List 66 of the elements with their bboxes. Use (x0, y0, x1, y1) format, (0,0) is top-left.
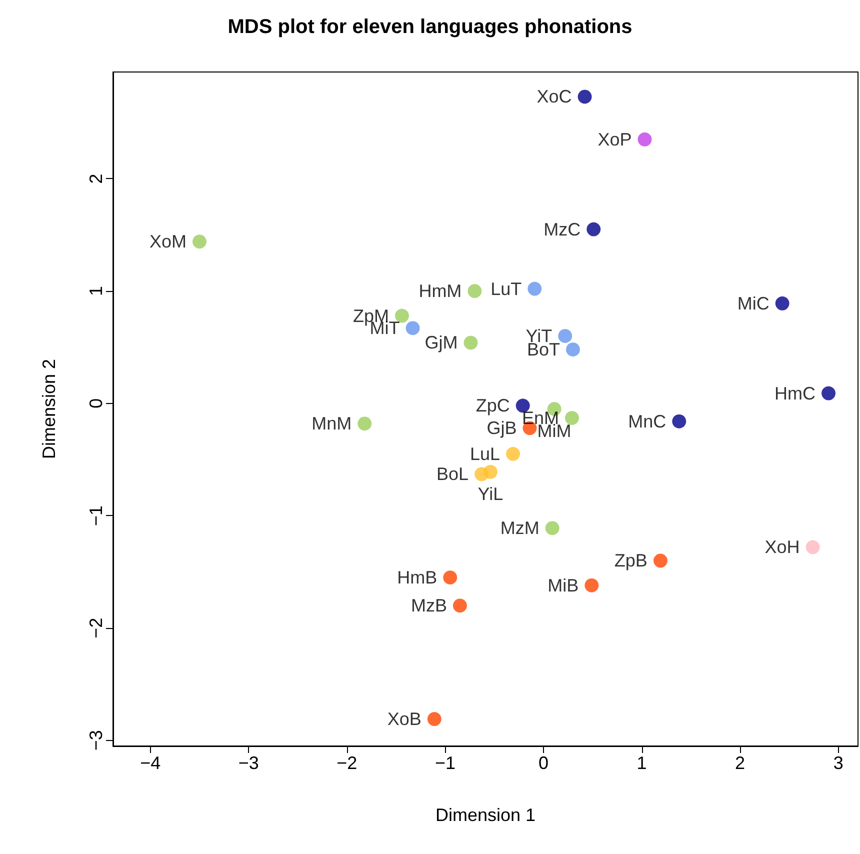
data-label: HmB (397, 568, 438, 588)
data-label: ZpC (476, 396, 510, 416)
data-label: MzC (544, 219, 581, 240)
data-label: XoP (598, 129, 632, 150)
data-label: XoB (387, 709, 422, 730)
point (452, 598, 467, 613)
y-tick-label: −3 (86, 730, 106, 751)
data-label: HmM (418, 281, 462, 302)
point (578, 90, 592, 104)
point (638, 132, 652, 146)
x-tick-label: 3 (833, 753, 844, 773)
data-label: LuL (470, 444, 500, 464)
point (565, 410, 579, 425)
x-tick-label: 2 (735, 753, 746, 773)
point (464, 336, 478, 350)
y-tick-label: −1 (86, 505, 106, 526)
point (822, 386, 836, 400)
y-tick-label: 2 (86, 174, 106, 184)
point (394, 308, 409, 323)
chart-title: MDS plot for eleven languages phonations (228, 16, 632, 38)
x-tick-label: −3 (238, 753, 259, 773)
data-label: MzM (500, 518, 540, 538)
point (468, 284, 482, 298)
point (584, 578, 599, 592)
x-tick-label: 1 (636, 753, 647, 773)
point (358, 416, 372, 431)
data-label: MnC (628, 411, 666, 432)
point (545, 521, 560, 536)
y-axis-title: Dimension 2 (39, 358, 59, 460)
data-label: GjM (424, 332, 458, 353)
data-label: MiC (737, 293, 770, 314)
point (427, 712, 442, 726)
point (474, 467, 489, 482)
data-label: YiL (478, 484, 504, 504)
data-label: XoM (149, 232, 186, 252)
point (775, 296, 790, 310)
point (806, 540, 820, 554)
point (192, 234, 206, 249)
x-tick-label: −2 (336, 753, 358, 773)
point (653, 554, 668, 568)
point (516, 398, 530, 413)
x-axis-title: Dimension 1 (435, 805, 536, 825)
point (672, 414, 686, 428)
data-label: XoC (536, 86, 572, 107)
data-label: GjB (486, 418, 517, 438)
data-label: ZpB (614, 550, 648, 571)
x-tick-label: −4 (140, 753, 161, 773)
data-label: MiB (548, 575, 579, 596)
x-tick-label: −1 (434, 753, 456, 773)
point (406, 321, 420, 336)
data-label: XoH (764, 537, 800, 558)
data-label: MzB (410, 596, 447, 616)
point (586, 222, 601, 236)
data-label: HmC (774, 383, 816, 404)
y-tick-label: 1 (86, 286, 106, 296)
point (506, 446, 520, 461)
point (443, 570, 458, 584)
data-label: LuT (490, 278, 522, 299)
point (558, 328, 572, 343)
point (528, 282, 542, 296)
x-tick-label: 0 (538, 753, 548, 773)
y-tick-label: 0 (86, 398, 106, 408)
data-label: MnM (312, 414, 352, 434)
data-label: BoL (436, 464, 469, 484)
point (566, 342, 580, 356)
y-tick-label: −2 (86, 618, 106, 638)
